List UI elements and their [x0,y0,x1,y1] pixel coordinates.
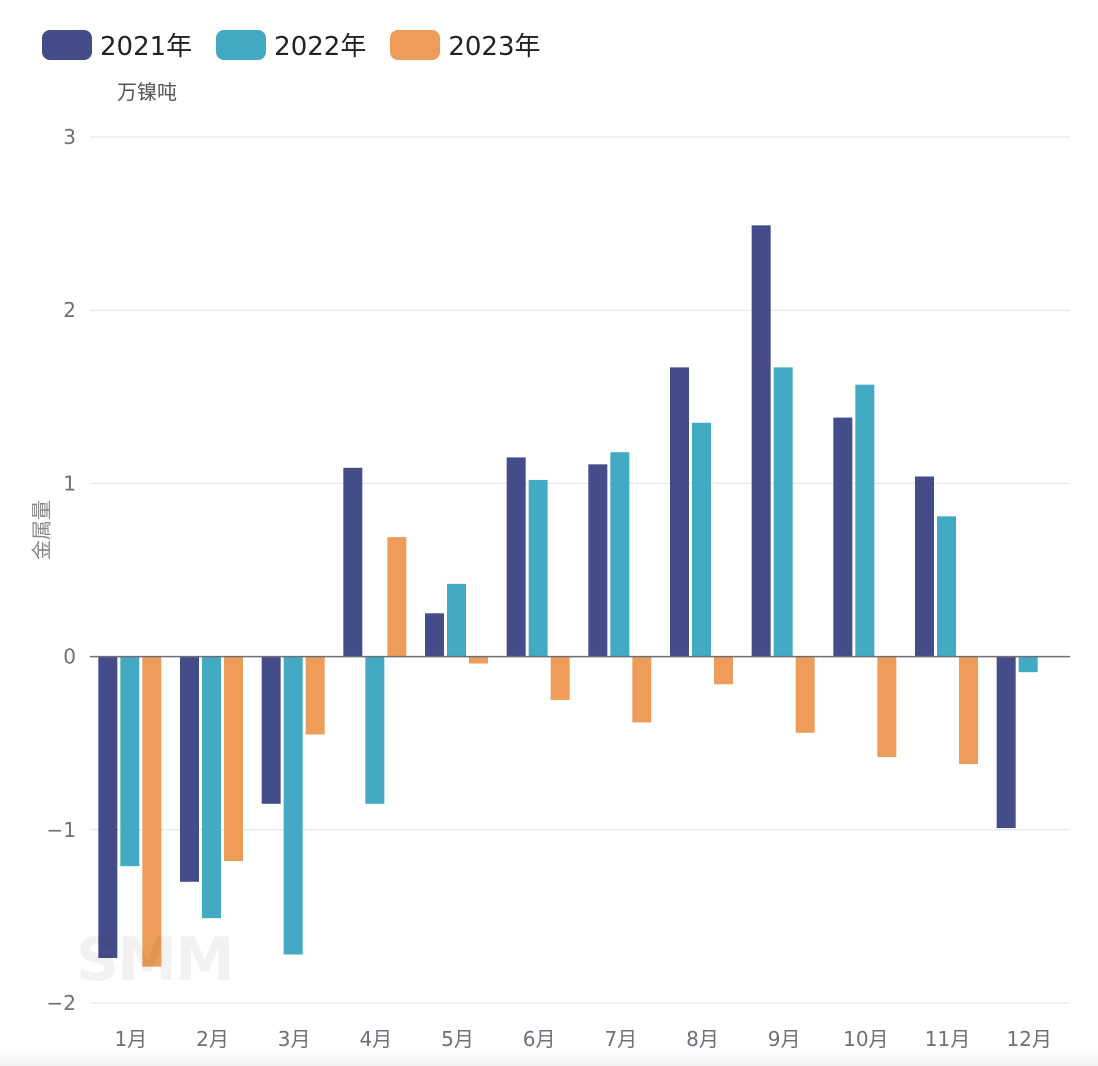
x-tick-label: 1月 [114,1027,147,1051]
x-tick-label: 8月 [686,1027,719,1051]
bar-2021年-1月 [98,656,118,958]
bar-2023年-7月 [632,656,652,723]
bar-2021年-7月 [588,464,608,657]
bar-2021年-11月 [915,476,934,657]
bar-2022年-2月 [202,656,221,919]
watermark-logo: SMM [76,925,235,995]
legend-swatch-2022 [216,29,267,60]
x-tick-label: 6月 [523,1027,556,1051]
bar-2021年-8月 [670,367,689,657]
legend-swatch-2021 [42,29,92,60]
bar-2023年-1月 [142,656,162,967]
bar-2021年-9月 [751,225,771,657]
bar-2023年-4月 [387,537,407,657]
x-tick-label: 11月 [925,1027,970,1051]
x-tick-label: 2月 [196,1027,229,1051]
bar-2023年-3月 [305,656,325,735]
bar-2022年-1月 [120,656,140,867]
bar-2022年-12月 [1018,656,1038,673]
bar-2022年-5月 [447,583,466,657]
bar-2022年-7月 [610,452,630,657]
bar-2022年-9月 [773,367,793,657]
bar-2022年-6月 [528,479,548,657]
bar-2023年-6月 [550,656,570,700]
bar-2022年-11月 [937,516,956,657]
bar-2023年-11月 [959,656,978,764]
x-tick-label: 10月 [843,1027,888,1051]
y-tick-label: −2 [47,991,76,1015]
x-tick-label: 12月 [1006,1027,1051,1051]
x-tick-label: 7月 [604,1027,637,1051]
legend-item-2021[interactable]: 2021年 [42,26,192,63]
bar-2023年-9月 [795,656,815,733]
bar-2023年-2月 [224,656,243,861]
bar-2021年-6月 [506,457,526,657]
legend-label-2022: 2022年 [274,32,367,62]
bar-2021年-12月 [996,656,1016,829]
bar-2023年-5月 [469,656,488,664]
legend-swatch-2023 [390,29,441,60]
bar-2021年-3月 [261,656,281,804]
y-tick-label: −1 [47,818,76,842]
legend-item-2023[interactable]: 2023年 [390,26,541,63]
x-tick-label: 9月 [768,1027,801,1051]
y-tick-label: 0 [63,645,76,669]
legend-label-2021: 2021年 [100,32,193,62]
bar-2022年-4月 [365,656,385,804]
x-tick-label: 5月 [441,1027,474,1051]
y-tick-label: 1 [63,471,76,495]
x-tick-label: 4月 [359,1027,392,1051]
legend-label-2023: 2023年 [448,32,541,62]
y-tick-label: 2 [63,298,76,322]
bar-2021年-5月 [425,613,444,657]
legend: 2021年 2022年 2023年 [42,26,565,63]
bar-2022年-10月 [855,384,875,657]
bar-2023年-8月 [714,656,733,685]
bottom-edge [0,1048,1098,1066]
bar-2021年-2月 [180,656,199,882]
bar-2022年-8月 [692,422,711,657]
y-axis-unit: 万镍吨 [117,80,177,104]
x-tick-label: 3月 [278,1027,311,1051]
bar-2023年-10月 [877,656,897,758]
bar-2022年-3月 [283,656,303,955]
bar-2021年-4月 [343,467,363,657]
y-tick-label: 3 [63,125,76,149]
legend-item-2022[interactable]: 2022年 [216,26,366,63]
bar-2021年-10月 [833,417,853,657]
